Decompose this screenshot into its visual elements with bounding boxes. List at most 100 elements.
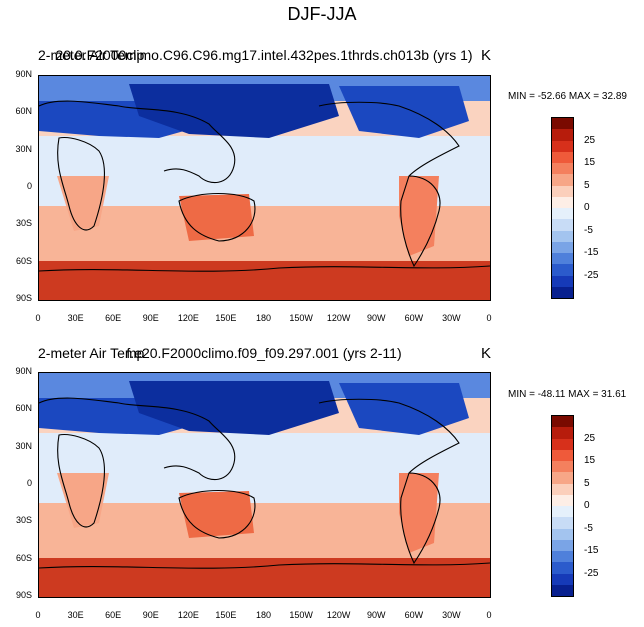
australia-coast <box>178 193 256 242</box>
colorbar-segment <box>552 129 573 141</box>
colorbar-segment <box>552 151 573 163</box>
colorbar-segment <box>552 163 573 175</box>
lon-tick-label: 150E <box>215 313 237 323</box>
lat-tick-label: 90S <box>15 590 32 600</box>
lat-tick-label: 30N <box>15 143 32 154</box>
colorbar-segment <box>552 174 573 186</box>
colorbar-segment <box>552 573 573 585</box>
lat-tick-label: 60S <box>15 255 32 266</box>
lat-tick-label: 60S <box>15 552 32 563</box>
lon-tick-label: 120W <box>326 610 351 620</box>
colorbar-segment <box>552 286 573 298</box>
australia-warm <box>179 194 254 241</box>
colorbar-label: 0 <box>584 202 590 213</box>
panel-2-colorbar <box>551 415 574 597</box>
colorbar-label: 5 <box>584 477 590 489</box>
colorbar-segment <box>552 483 573 495</box>
lon-tick-label: 180 <box>255 610 272 620</box>
lon-tick-label: 30W <box>442 313 461 323</box>
south-america-coast <box>400 472 441 565</box>
eurasia-coast <box>39 397 236 481</box>
lon-tick-label: 60E <box>105 610 122 620</box>
colorbar-label: -25 <box>584 269 599 281</box>
lon-tick-label: 30E <box>67 610 84 620</box>
colorbar-segment <box>552 185 573 197</box>
lon-tick-label: 60E <box>105 313 122 323</box>
siberia-cold-core <box>129 381 339 435</box>
lon-tick-label: 30W <box>442 610 461 620</box>
colorbar-segment <box>552 140 573 152</box>
panel-2-units: K <box>481 345 492 362</box>
south-america-warm <box>399 176 439 256</box>
colorbar-label: 0 <box>584 500 590 511</box>
colorbar-label: 5 <box>584 179 590 191</box>
lon-tick-label: 30E <box>67 313 84 323</box>
colorbar-segment <box>552 219 573 231</box>
antarctic-band <box>39 558 490 597</box>
colorbar-segment <box>552 506 573 518</box>
colorbar-segment <box>552 551 573 563</box>
north-america-coast <box>318 398 460 474</box>
north-america-coast <box>318 101 460 177</box>
africa-coast <box>57 434 105 528</box>
lat-tick-label: 90N <box>15 69 32 79</box>
colorbar-segment <box>552 461 573 473</box>
lon-tick-label: 0 <box>35 313 41 323</box>
lat-tick-label: 90N <box>15 366 32 376</box>
colorbar-segment <box>552 196 573 208</box>
colorbar-label: 15 <box>584 455 596 466</box>
colorbar-segment <box>552 416 573 428</box>
lon-tick-label: 90W <box>366 313 386 323</box>
australia-coast <box>178 490 256 539</box>
antarctica-coast <box>39 562 490 569</box>
lat-tick-label: 60N <box>15 403 32 414</box>
south-america-coast <box>400 175 441 268</box>
colorbar-label: -15 <box>584 247 599 258</box>
colorbar-segment <box>552 275 573 287</box>
lon-tick-label: 150W <box>289 610 313 620</box>
lat-tick-label: 30S <box>15 218 32 229</box>
lat-tick-label: 0 <box>26 478 32 488</box>
colorbar-segment <box>552 427 573 439</box>
panel-1-units: K <box>481 47 492 64</box>
colorbar-segment <box>552 208 573 220</box>
australia-warm <box>179 491 254 538</box>
colorbar-segment <box>552 241 573 253</box>
antarctica-coast <box>39 265 490 272</box>
panel-1-map <box>38 75 491 301</box>
colorbar-segment <box>552 539 573 551</box>
panel-1-minmax: MIN = -52.66 MAX = 32.89 <box>508 91 627 102</box>
antarctic-band <box>39 261 490 300</box>
colorbar-segment <box>552 494 573 506</box>
lon-tick-label: 180 <box>255 313 272 323</box>
colorbar-label: -25 <box>584 567 599 579</box>
north-america-cold <box>339 383 469 435</box>
panel-1-colorbar <box>551 117 574 299</box>
colorbar-segment <box>552 253 573 265</box>
panel-2-map <box>38 372 491 598</box>
colorbar-label: -5 <box>584 522 593 534</box>
panel-2-case-title: f.e20.F2000climo.f09_f09.297.001 (yrs 2-… <box>126 345 402 361</box>
panel-2-minmax: MIN = -48.11 MAX = 31.61 <box>508 389 627 400</box>
figure-title: DJF-JJA <box>287 4 357 24</box>
colorbar-segment <box>552 438 573 450</box>
lat-tick-label: 60N <box>15 106 32 117</box>
colorbar-segment <box>552 230 573 242</box>
colorbar-segment <box>552 264 573 276</box>
lon-tick-label: 90E <box>142 610 159 620</box>
lon-tick-label: 90E <box>142 313 159 323</box>
lon-tick-label: 120W <box>326 313 351 323</box>
panel-1-case-title: 20.0.F2000climo.C96.C96.mg17.intel.432pe… <box>55 47 473 63</box>
lon-tick-label: 60W <box>404 313 424 323</box>
panel-1-left-title: 2-meter Air Temp <box>38 47 145 63</box>
colorbar-segment <box>552 584 573 596</box>
temperature-difference-map <box>39 373 490 597</box>
lat-tick-label: 30S <box>15 515 32 526</box>
colorbar-segment <box>552 118 573 130</box>
lon-tick-label: 0 <box>486 313 492 323</box>
colorbar-segment <box>552 517 573 529</box>
colorbar-segment <box>552 562 573 574</box>
lon-tick-label: 60W <box>404 610 424 620</box>
colorbar-label: -15 <box>584 545 599 556</box>
colorbar-label: -5 <box>584 224 593 236</box>
